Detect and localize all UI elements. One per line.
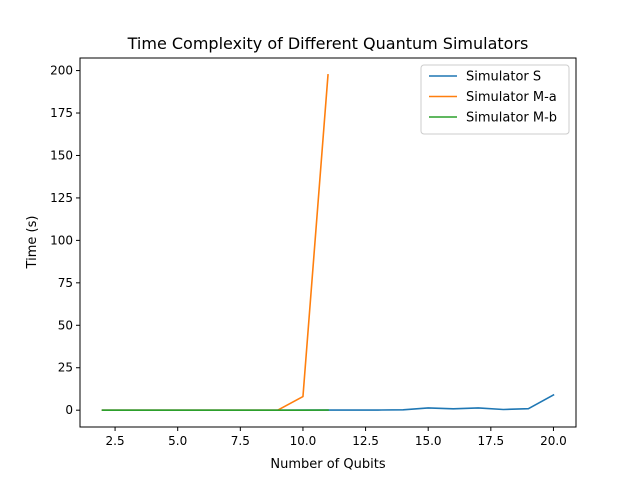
x-axis: 2.5 5.0 7.5 10.0 12.5 15.0 17.5 20.0 [106,427,567,448]
legend-item-label: Simulator S [466,70,541,85]
y-tick-label: 125 [50,191,73,205]
y-tick-label: 50 [58,318,73,332]
x-tick-label: 20.0 [540,434,567,448]
y-tick-label: 0 [65,403,73,417]
y-tick-label: 25 [58,361,73,375]
y-tick-label: 100 [50,233,73,247]
plot-frame [79,57,577,428]
x-tick-label: 5.0 [168,434,187,448]
chart-title: Time Complexity of Different Quantum Sim… [127,34,529,53]
legend-box [420,64,570,135]
x-tick-label: 15.0 [415,434,442,448]
x-tick-label: 10.0 [290,434,317,448]
y-axis: 0 25 50 75 100 125 150 175 200 [50,64,80,417]
x-tick-label: 12.5 [352,434,379,448]
x-tick-label: 2.5 [106,434,125,448]
x-tick-label: 17.5 [477,434,504,448]
series-line-simulator-m-a [101,73,329,411]
y-tick-label: 200 [50,64,73,78]
legend: Simulator S Simulator M-a Simulator M-b [420,64,570,135]
series-line-simulator-s [101,393,555,411]
y-tick-label: 150 [50,148,73,162]
y-tick-label: 175 [50,106,73,120]
y-axis-label: Time (s) [25,216,40,270]
x-tick-label: 7.5 [231,434,250,448]
x-axis-label: Number of Qubits [270,457,385,472]
legend-item-label: Simulator M-a [466,90,557,105]
y-tick-label: 75 [58,276,73,290]
plot-area [101,73,555,411]
legend-item-label: Simulator M-b [466,111,557,126]
